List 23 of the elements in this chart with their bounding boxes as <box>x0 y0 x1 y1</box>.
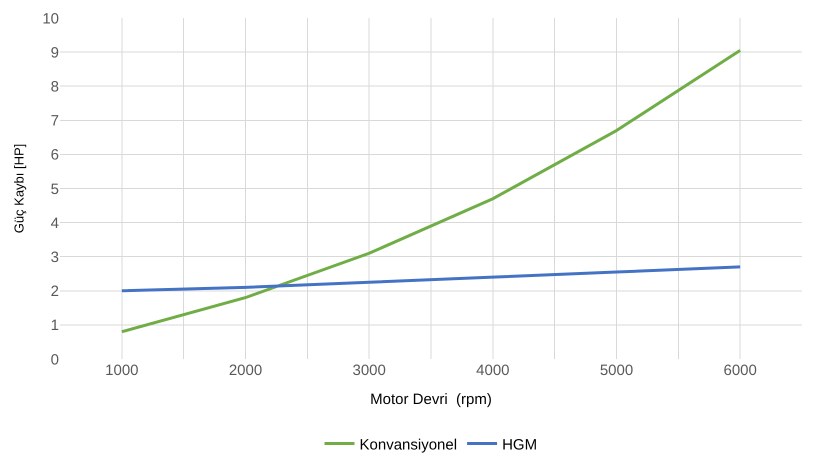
y-tick-label: 0 <box>50 351 59 368</box>
x-tick-label: 5000 <box>600 362 634 379</box>
x-axis-title: Motor Devri (rpm) <box>370 391 492 408</box>
legend-label: Konvansiyonel <box>360 436 458 454</box>
y-tick-label: 5 <box>50 180 59 198</box>
y-tick-label: 7 <box>50 112 59 130</box>
y-tick-label: 1 <box>50 317 59 334</box>
y-tick-label: 9 <box>50 44 59 62</box>
y-tick-label: 6 <box>50 146 59 164</box>
x-tick-label: 1000 <box>105 362 139 379</box>
x-tick-label: 3000 <box>352 362 386 379</box>
x-tick-label: 2000 <box>228 362 262 379</box>
y-axis-title: Güç Kaybı [HP] <box>11 144 26 234</box>
y-tick-label: 4 <box>50 214 59 232</box>
y-tick-label: 3 <box>50 248 59 266</box>
x-tick-label: 4000 <box>476 362 510 379</box>
y-tick-label: 8 <box>50 78 59 96</box>
x-tick-label: 6000 <box>723 362 757 379</box>
line-series <box>120 265 742 292</box>
y-tick-label: 10 <box>42 10 59 28</box>
legend-label: HGM <box>502 436 538 454</box>
y-tick-label: 2 <box>50 283 59 300</box>
line-series <box>120 48 742 334</box>
